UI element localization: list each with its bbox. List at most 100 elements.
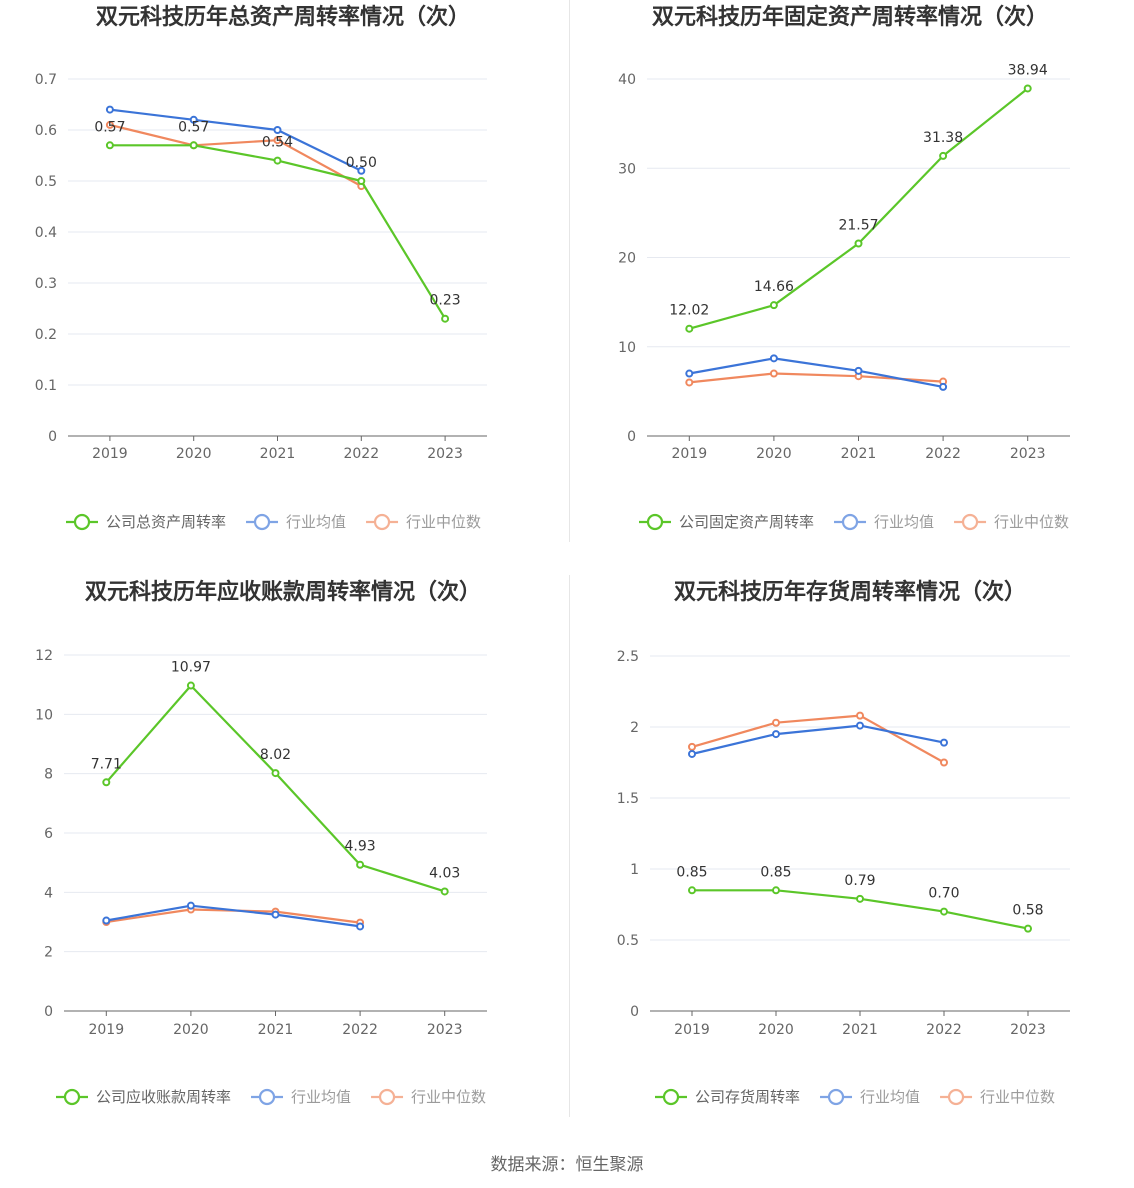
- data-source-note: 数据来源：恒生聚源: [490, 1155, 644, 1175]
- industry-average-point[interactable]: [273, 126, 282, 134]
- industry-average-point[interactable]: [856, 721, 864, 730]
- y-tick-label: 40: [618, 72, 636, 88]
- legend-item-industry-median[interactable]: 行业中位数: [940, 1088, 1055, 1106]
- y-tick-label: 0.3: [35, 276, 57, 292]
- legend-marker-icon: [947, 1088, 965, 1106]
- industry-average-point[interactable]: [854, 366, 863, 375]
- data-label: 0.85: [676, 864, 707, 880]
- data-label: 10.97: [171, 660, 211, 676]
- y-tick-label: 0.6: [35, 123, 57, 139]
- industry-median-point[interactable]: [856, 711, 864, 720]
- industry-average-point[interactable]: [105, 105, 114, 114]
- x-tick-label: 2019: [88, 1022, 124, 1038]
- y-tick-label: 0: [630, 1004, 639, 1020]
- legend-label: 行业中位数: [411, 1088, 486, 1106]
- data-label: 14.66: [754, 279, 794, 295]
- company-point[interactable]: [856, 894, 864, 903]
- legend-item-industry-median[interactable]: 行业中位数: [954, 513, 1069, 531]
- legend-item-company[interactable]: 公司应收账款周转率: [56, 1088, 231, 1106]
- industry-average-point[interactable]: [189, 115, 198, 124]
- legend-item-industry-average[interactable]: 行业均值: [246, 513, 346, 531]
- data-label: 12.02: [669, 303, 709, 319]
- data-label: 0.54: [262, 135, 293, 151]
- company-point[interactable]: [440, 887, 449, 896]
- vertical-divider-bottom: [569, 575, 570, 1117]
- legend-item-industry-average[interactable]: 行业均值: [834, 513, 934, 531]
- company-point[interactable]: [688, 886, 696, 895]
- industry-average-point[interactable]: [271, 910, 280, 919]
- y-tick-label: 8: [44, 767, 53, 783]
- company-point[interactable]: [273, 156, 282, 165]
- legend-marker-icon: [253, 513, 271, 531]
- y-tick-label: 0: [48, 429, 57, 445]
- industry-average-point[interactable]: [186, 901, 195, 910]
- company-point[interactable]: [940, 907, 948, 916]
- industry-average-series-line: [109, 108, 362, 172]
- company-point[interactable]: [441, 314, 450, 323]
- legend-item-industry-median[interactable]: 行业中位数: [371, 1088, 486, 1106]
- company-point[interactable]: [939, 151, 948, 160]
- company-point[interactable]: [769, 301, 778, 310]
- industry-average-point[interactable]: [772, 730, 780, 739]
- industry-average-series-line: [691, 724, 945, 756]
- industry-median-point[interactable]: [772, 718, 780, 727]
- legend-label: 公司总资产周转率: [106, 513, 226, 531]
- company-point[interactable]: [1024, 924, 1032, 933]
- legend-label: 行业均值: [286, 513, 346, 531]
- industry-average-point[interactable]: [940, 738, 948, 747]
- industry-average-point[interactable]: [357, 166, 366, 175]
- industry-average-point[interactable]: [356, 922, 365, 931]
- chart-title: 双元科技历年存货周转率情况（次）: [674, 579, 1026, 605]
- company-point[interactable]: [186, 681, 195, 690]
- company-point[interactable]: [102, 778, 111, 787]
- legend-item-company[interactable]: 公司固定资产周转率: [639, 513, 814, 531]
- x-tick-label: 2019: [671, 446, 707, 462]
- chart-panel-inventory-turnover: 双元科技历年存货周转率情况（次） 0 0.5 1 1.5 2 2.5 2019 2020 2021…: [567, 575, 1134, 1150]
- data-label: 4.93: [345, 839, 376, 855]
- x-tick-label: 2023: [427, 446, 463, 462]
- company-point[interactable]: [189, 141, 198, 150]
- legend-item-industry-average[interactable]: 行业均值: [251, 1088, 351, 1106]
- industry-median-series-line: [691, 714, 945, 764]
- industry-median-point[interactable]: [688, 742, 696, 751]
- data-label: 31.38: [923, 130, 963, 146]
- data-label: 8.02: [260, 747, 291, 763]
- y-tick-label: 2.5: [617, 649, 639, 665]
- company-point[interactable]: [1023, 84, 1032, 93]
- y-tick-label: 2: [44, 945, 53, 961]
- industry-average-point[interactable]: [939, 382, 948, 391]
- x-tick-label: 2022: [343, 446, 379, 462]
- x-tick-label: 2021: [258, 1022, 294, 1038]
- company-point[interactable]: [356, 860, 365, 869]
- legend-marker-icon: [258, 1088, 276, 1106]
- industry-average-point[interactable]: [102, 916, 111, 925]
- industry-average-point[interactable]: [688, 749, 696, 758]
- legend-item-industry-average[interactable]: 行业均值: [820, 1088, 920, 1106]
- industry-median-point[interactable]: [105, 120, 114, 129]
- y-tick-label: 1.5: [617, 791, 639, 807]
- data-label: 0.58: [1012, 903, 1043, 919]
- data-label: 0.23: [430, 293, 461, 309]
- industry-median-point[interactable]: [273, 136, 282, 145]
- company-point[interactable]: [772, 886, 780, 895]
- legend-item-company[interactable]: 公司总资产周转率: [66, 513, 226, 531]
- industry-median-point[interactable]: [940, 758, 948, 767]
- legend-item-company[interactable]: 公司存货周转率: [655, 1088, 800, 1106]
- company-point[interactable]: [357, 177, 366, 185]
- company-point[interactable]: [854, 239, 863, 248]
- industry-median-point[interactable]: [685, 378, 694, 387]
- company-point[interactable]: [271, 769, 280, 778]
- industry-median-series-line: [689, 372, 944, 384]
- x-tick-label: 2022: [926, 1022, 962, 1038]
- industry-median-series-line: [109, 123, 362, 188]
- legend-marker-icon: [373, 513, 391, 531]
- industry-average-point[interactable]: [769, 354, 778, 363]
- data-label: 0.50: [346, 155, 377, 171]
- legend-item-industry-median[interactable]: 行业中位数: [366, 513, 481, 531]
- company-point[interactable]: [685, 324, 694, 333]
- y-tick-label: 0: [627, 429, 636, 445]
- company-point[interactable]: [105, 141, 114, 150]
- industry-median-point[interactable]: [769, 369, 778, 378]
- industry-average-point[interactable]: [685, 369, 694, 378]
- y-tick-label: 30: [618, 161, 636, 177]
